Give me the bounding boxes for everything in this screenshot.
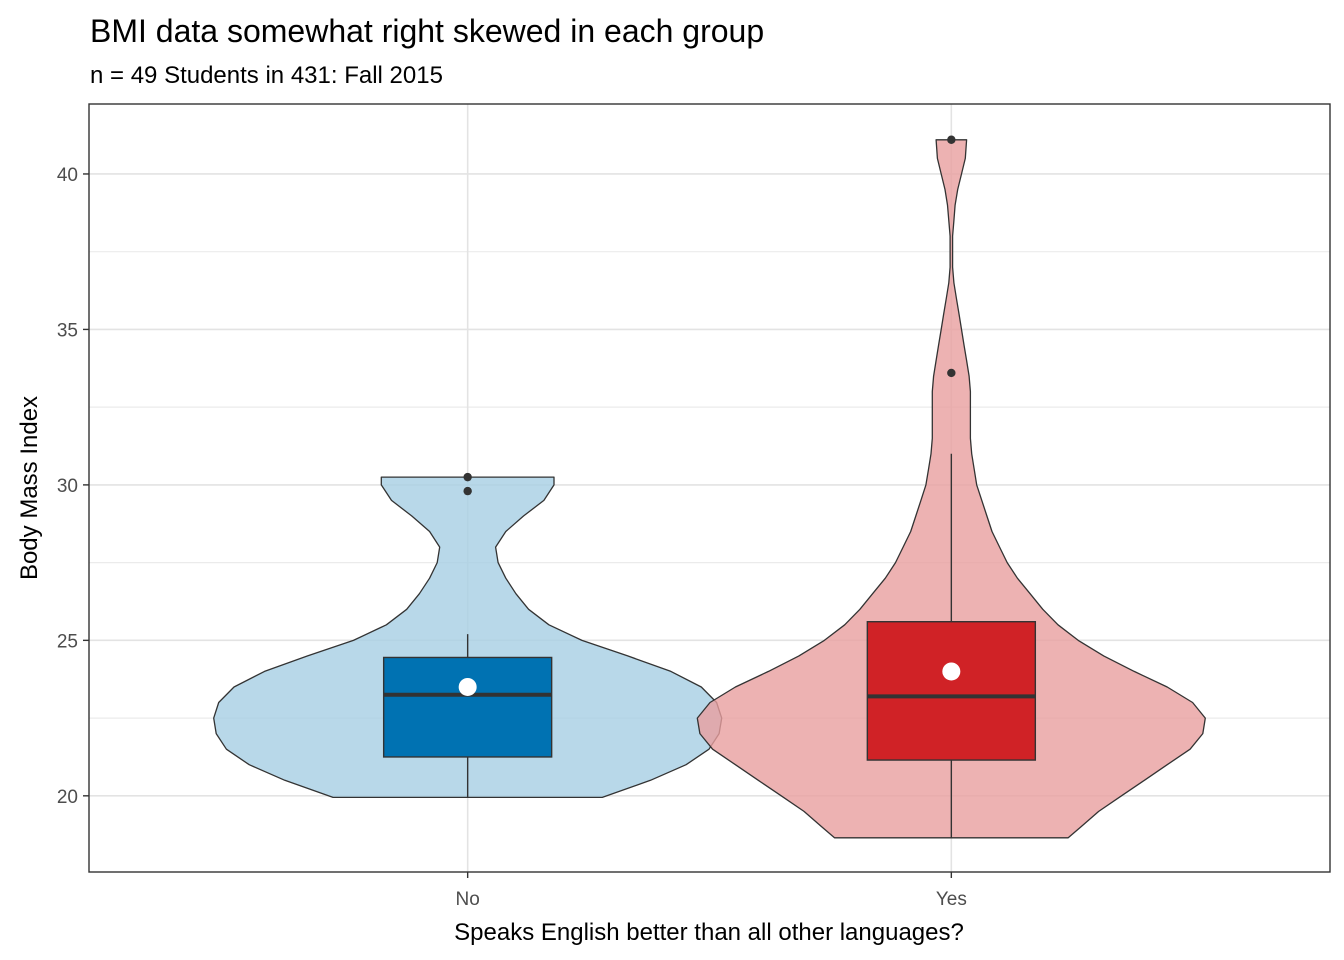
x-axis-title: Speaks English better than all other lan… bbox=[454, 919, 964, 946]
y-tick-label: 30 bbox=[57, 476, 78, 497]
outlier-point bbox=[947, 135, 956, 144]
box-yes bbox=[866, 621, 1037, 761]
chart-subtitle: n = 49 Students in 431: Fall 2015 bbox=[90, 62, 443, 89]
outlier-point bbox=[463, 486, 472, 496]
box-no bbox=[382, 656, 553, 758]
x-tick-label: Yes bbox=[936, 889, 967, 910]
plot-panel bbox=[88, 103, 1331, 873]
y-tick-label: 25 bbox=[57, 631, 78, 652]
y-tick-label: 40 bbox=[57, 165, 78, 186]
outlier-point bbox=[463, 472, 472, 482]
mean-point bbox=[942, 662, 961, 681]
x-tick-label: No bbox=[456, 889, 480, 910]
x-axis: No Yes bbox=[456, 872, 967, 910]
y-axis: 20 25 30 35 40 bbox=[57, 165, 89, 808]
panel-border bbox=[88, 103, 1331, 873]
mean-point bbox=[458, 677, 477, 696]
outlier-point bbox=[947, 368, 956, 378]
y-tick-label: 35 bbox=[57, 320, 78, 341]
y-axis-title: Body Mass Index bbox=[16, 396, 43, 580]
boxplots bbox=[382, 135, 1037, 838]
chart-title: BMI data somewhat right skewed in each g… bbox=[90, 13, 764, 49]
y-tick-label: 20 bbox=[57, 787, 78, 808]
